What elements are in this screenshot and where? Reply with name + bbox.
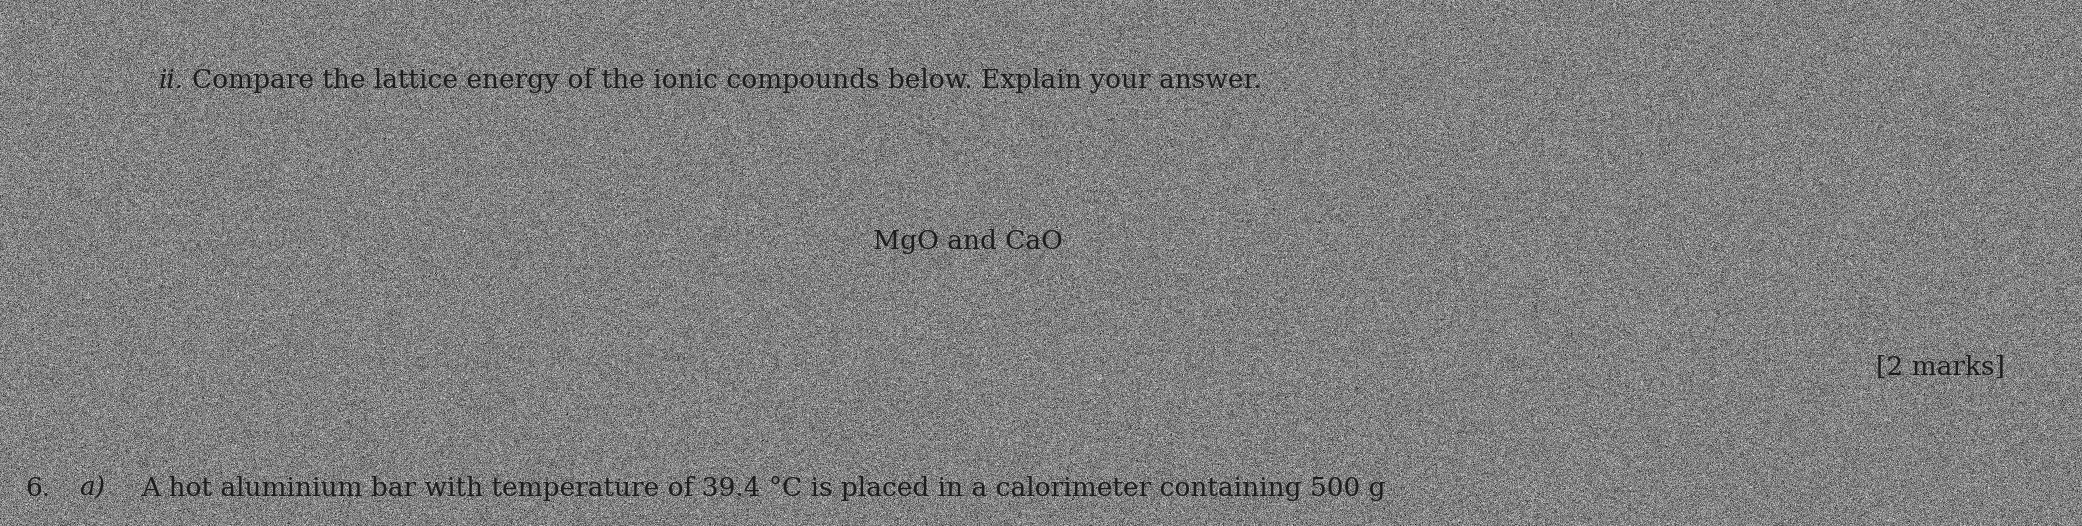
Text: 6.: 6. <box>25 476 50 501</box>
Text: A hot aluminium bar with temperature of 39.4 °C is placed in a calorimeter conta: A hot aluminium bar with temperature of … <box>142 476 1387 501</box>
Text: Compare the lattice energy of the ionic compounds below. Explain your answer.: Compare the lattice energy of the ionic … <box>192 68 1262 94</box>
Text: ii.: ii. <box>158 68 183 94</box>
Text: MgO and CaO: MgO and CaO <box>872 229 1064 254</box>
Text: [2 marks]: [2 marks] <box>1876 355 2005 380</box>
Text: a): a) <box>79 476 104 501</box>
